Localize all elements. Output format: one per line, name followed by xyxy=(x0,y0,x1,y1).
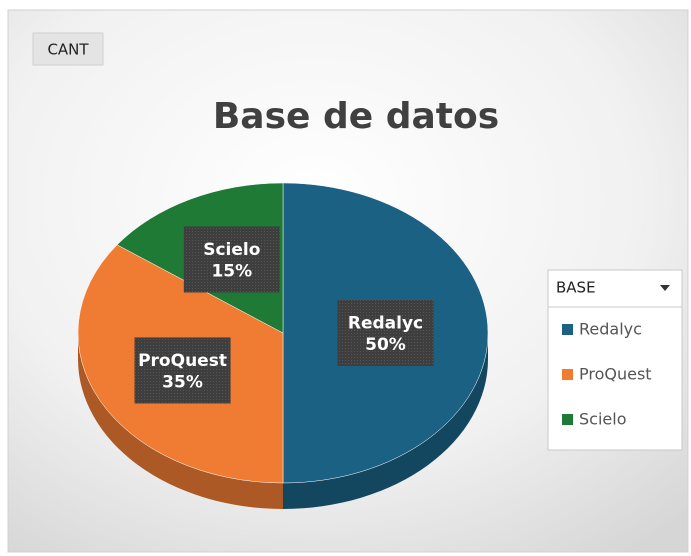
field-button[interactable] xyxy=(32,32,104,66)
data-label-name: ProQuest xyxy=(138,351,227,371)
data-label-value: 50% xyxy=(365,335,406,355)
legend-label: Scielo xyxy=(579,410,626,429)
legend-marker xyxy=(562,324,573,335)
slice-side xyxy=(78,333,283,509)
legend-title: BASE xyxy=(556,279,596,297)
dropdown-arrow[interactable] xyxy=(660,285,670,291)
data-label-value: 35% xyxy=(162,372,203,392)
slice-side xyxy=(283,333,488,509)
chart-title: Base de datos xyxy=(213,96,499,137)
data-label-box xyxy=(337,300,434,366)
field-button-label: CANT xyxy=(47,41,89,59)
legend-label: ProQuest xyxy=(579,365,652,384)
data-label: Redalyc 50% xyxy=(348,314,423,355)
data-label: Scielo 15% xyxy=(203,240,260,281)
data-label: ProQuest 35% xyxy=(138,351,227,392)
data-label-box xyxy=(183,226,280,293)
legend-marker xyxy=(562,414,573,425)
data-label-name: Scielo xyxy=(203,240,260,260)
data-label-name: Redalyc xyxy=(348,314,423,334)
legend-label: Redalyc xyxy=(579,320,642,339)
data-label-box xyxy=(134,337,231,404)
legend-marker xyxy=(562,369,573,380)
data-label-value: 15% xyxy=(211,261,252,281)
